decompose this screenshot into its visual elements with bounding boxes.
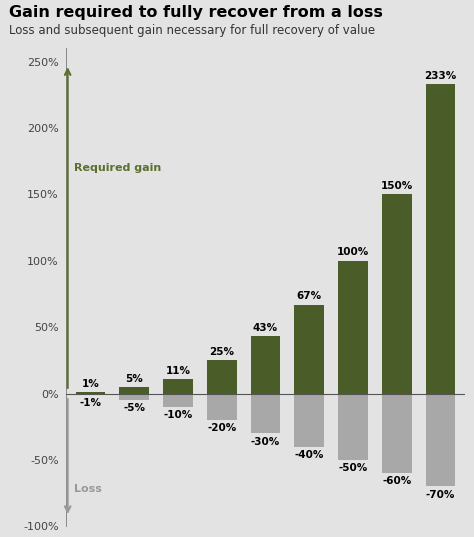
Text: -40%: -40% <box>294 450 324 460</box>
Text: Loss: Loss <box>74 484 102 494</box>
Bar <box>426 84 456 394</box>
Bar <box>207 360 237 394</box>
Text: -10%: -10% <box>164 410 192 420</box>
Bar <box>75 392 105 394</box>
Text: 1%: 1% <box>82 379 99 389</box>
Bar <box>294 304 324 394</box>
Bar <box>338 394 368 460</box>
Bar <box>426 394 456 487</box>
Text: 150%: 150% <box>381 181 413 191</box>
Text: -60%: -60% <box>382 476 411 487</box>
Text: 233%: 233% <box>424 71 456 81</box>
Text: Loss and subsequent gain necessary for full recovery of value: Loss and subsequent gain necessary for f… <box>9 24 375 37</box>
Bar <box>207 394 237 420</box>
Bar <box>382 394 411 473</box>
Bar <box>119 387 149 394</box>
Text: 43%: 43% <box>253 323 278 333</box>
Text: 100%: 100% <box>337 248 369 257</box>
Text: -5%: -5% <box>123 403 145 413</box>
Bar <box>119 394 149 400</box>
Bar <box>163 394 193 407</box>
Bar <box>338 261 368 394</box>
Text: -30%: -30% <box>251 437 280 447</box>
Text: -50%: -50% <box>338 463 367 473</box>
Bar <box>382 194 411 394</box>
Bar <box>251 394 280 433</box>
Text: 25%: 25% <box>209 347 234 357</box>
Bar <box>294 394 324 447</box>
Text: 67%: 67% <box>297 291 322 301</box>
Bar <box>251 336 280 394</box>
Text: -1%: -1% <box>80 398 101 408</box>
Text: Gain required to fully recover from a loss: Gain required to fully recover from a lo… <box>9 5 383 20</box>
Text: Required gain: Required gain <box>74 163 161 173</box>
Bar <box>163 379 193 394</box>
Bar <box>75 394 105 395</box>
Text: 11%: 11% <box>165 366 191 375</box>
Text: -20%: -20% <box>207 423 237 433</box>
Text: -70%: -70% <box>426 490 455 500</box>
Text: 5%: 5% <box>125 374 143 383</box>
